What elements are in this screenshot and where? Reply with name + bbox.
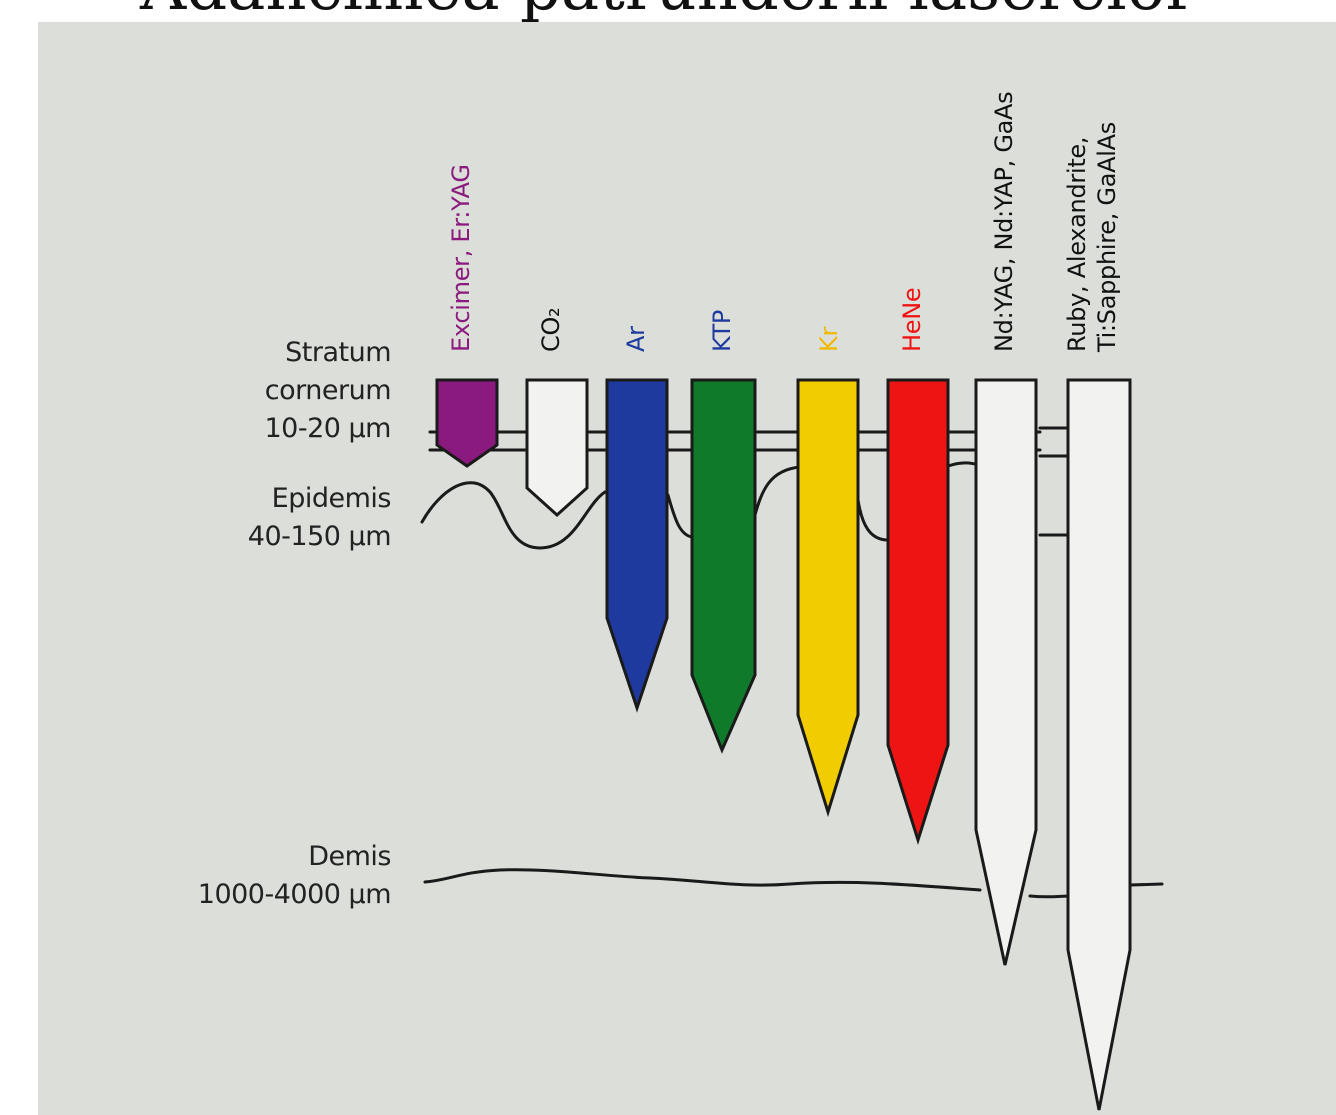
laser-label-ar: Ar bbox=[622, 326, 650, 352]
laser-label-ndyag: Nd:YAG, Nd:YAP, GaAs bbox=[990, 91, 1018, 352]
epidermis-boundary-wave bbox=[420, 461, 1072, 550]
page-title: Adâncimea pătrunderii laserelor bbox=[0, 0, 1336, 20]
layer-label-dermis: Demis 1000-4000 µm bbox=[197, 838, 392, 914]
laser-probe-ruby bbox=[1066, 378, 1132, 1111]
laser-label-ktp: KTP bbox=[708, 309, 736, 352]
laser-label-kr: Kr bbox=[815, 326, 843, 352]
laser-label-hene: HeNe bbox=[898, 287, 926, 352]
laser-probe-kr bbox=[796, 378, 860, 818]
laser-probe-ndyag bbox=[974, 378, 1038, 966]
dermis-boundary-wave bbox=[423, 868, 1164, 899]
laser-probe-co2 bbox=[525, 378, 589, 518]
laser-label-excimer: Excimer, Er:YAG bbox=[447, 164, 475, 352]
laser-probe-ktp bbox=[690, 378, 757, 754]
laser-probe-excimer bbox=[435, 378, 499, 468]
layer-label-stratum-text: Stratum cornerum 10-20 µm bbox=[264, 337, 391, 444]
laser-probe-ar bbox=[605, 378, 669, 713]
layer-label-dermis-text: Demis 1000-4000 µm bbox=[197, 841, 392, 910]
laser-probe-hene bbox=[886, 378, 950, 845]
laser-label-ruby: Ruby, Alexandrite, Ti:Sapphire, GaAlAs bbox=[1063, 122, 1121, 352]
layer-label-stratum: Stratum cornerum 10-20 µm bbox=[264, 334, 391, 448]
laser-label-co2: CO₂ bbox=[537, 307, 565, 352]
layer-label-epidermis-text: Epidemis 40-150 µm bbox=[247, 483, 392, 552]
layer-label-epidermis: Epidemis 40-150 µm bbox=[247, 480, 392, 556]
